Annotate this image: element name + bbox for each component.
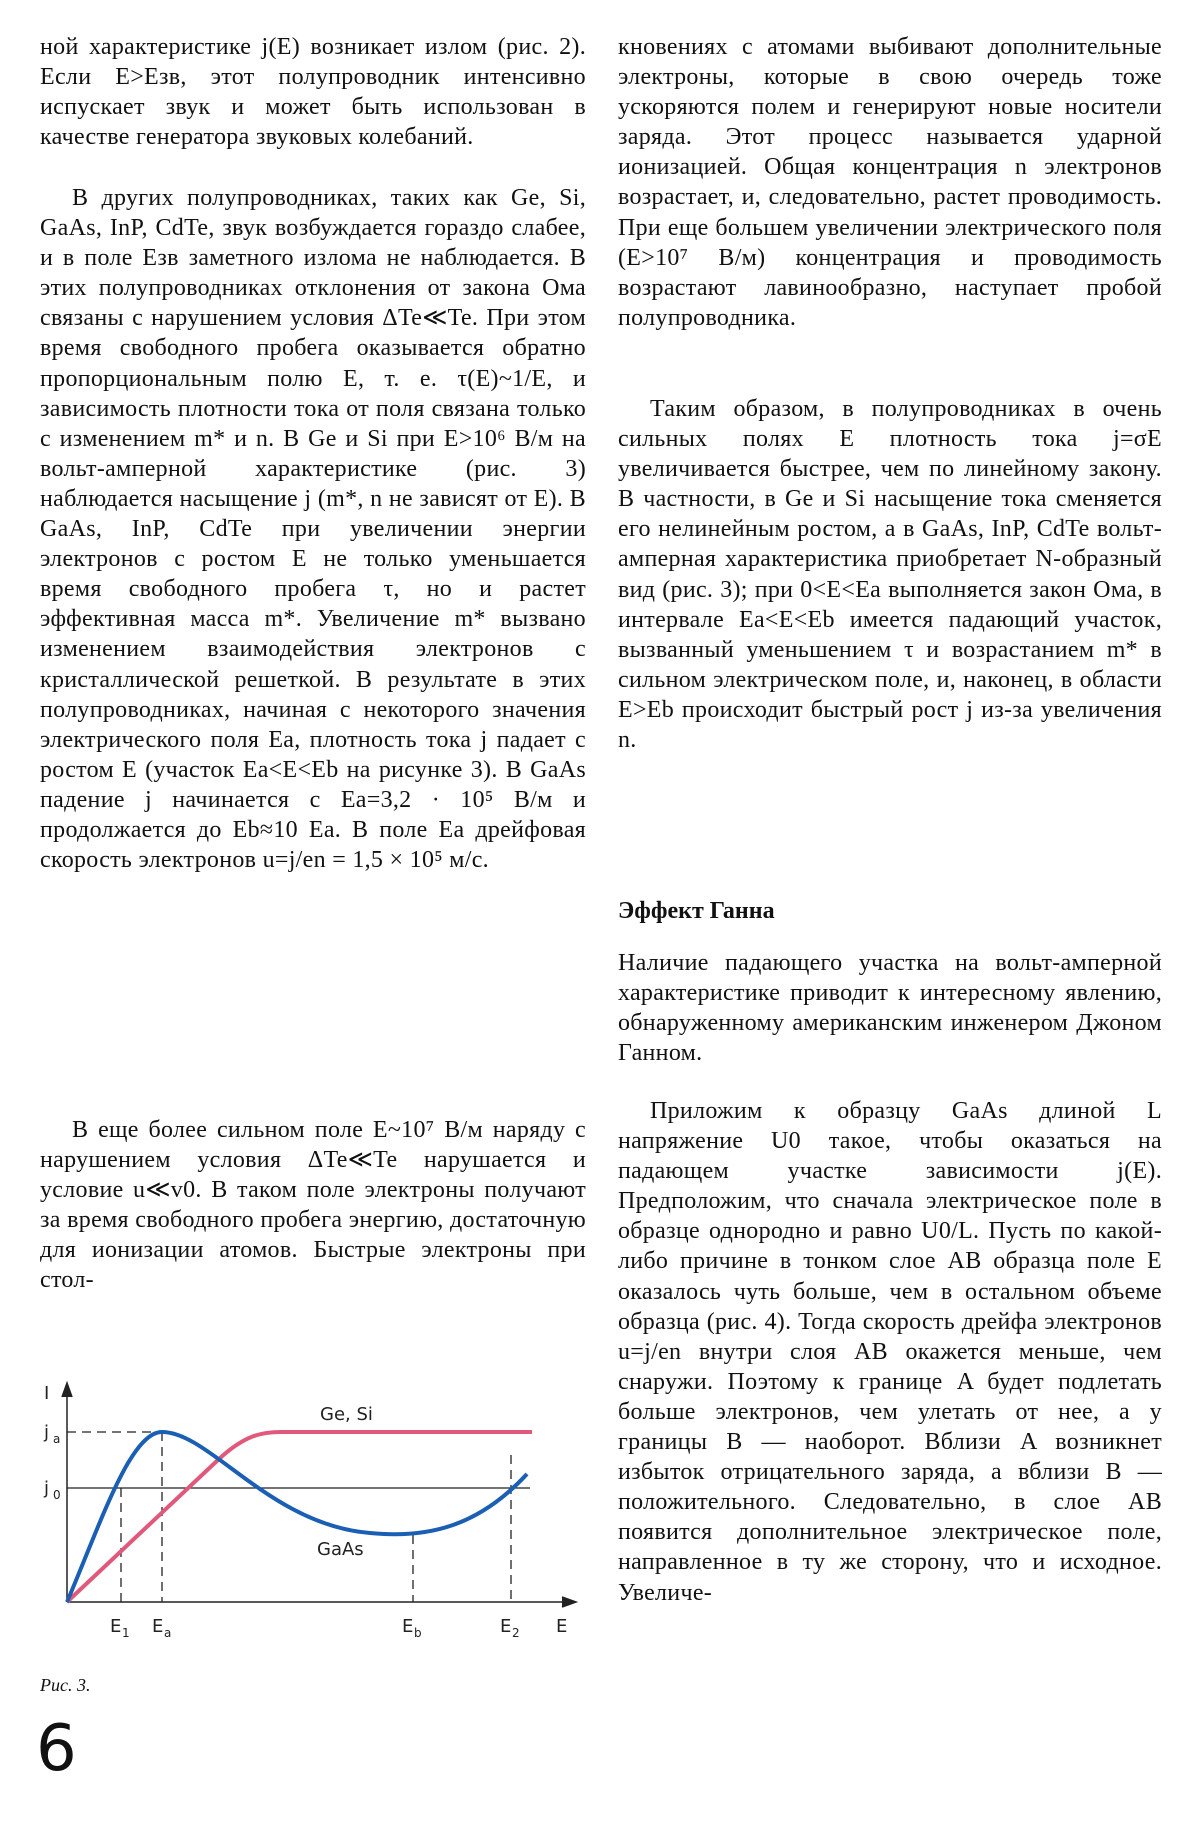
axis-label-sub: a — [164, 1626, 171, 1640]
paragraph: Наличие падающего участка на вольт-ампер… — [618, 950, 1162, 1067]
axis-label: E — [500, 1616, 511, 1637]
paragraph: кновениях с атомами выбивают дополнитель… — [618, 34, 1162, 331]
axes — [61, 1380, 579, 1608]
axis-label: j — [43, 1478, 49, 1499]
curve-ge-si — [65, 1430, 532, 1604]
paragraph: Приложим к образцу GaAs длиной L напряже… — [618, 1098, 1162, 1606]
page-number: 6 — [36, 1712, 77, 1786]
paragraph: В других полупроводниках, таких как Ge, … — [40, 185, 586, 874]
axis-label: E — [556, 1616, 567, 1637]
axis-label: E — [402, 1616, 413, 1637]
figure-caption: Рис. 3. — [40, 1675, 91, 1695]
axis-label: E — [110, 1616, 121, 1637]
axis-label: j — [43, 1422, 49, 1443]
section-heading: Эффект Ганна — [618, 898, 775, 924]
axis-label: E — [152, 1616, 163, 1637]
axis-label-sub: b — [414, 1626, 422, 1640]
curve-label: GaAs — [317, 1539, 364, 1560]
curve-gaas — [65, 1429, 529, 1603]
paragraph: В еще более сильном поле E~10⁷ В/м наряд… — [40, 1117, 586, 1294]
axis-label-sub: a — [53, 1432, 60, 1446]
axis-label: I — [44, 1383, 49, 1404]
curve-label: Ge, Si — [320, 1404, 373, 1425]
paragraph: ной характеристике j(E) возникает излом … — [40, 34, 586, 151]
axis-label-sub: 1 — [122, 1626, 130, 1640]
axis-label-sub: 2 — [512, 1626, 520, 1640]
guides — [67, 1431, 530, 1602]
axis-label-sub: 0 — [53, 1488, 61, 1502]
paragraph: Таким образом, в полупроводниках в очень… — [618, 396, 1162, 754]
